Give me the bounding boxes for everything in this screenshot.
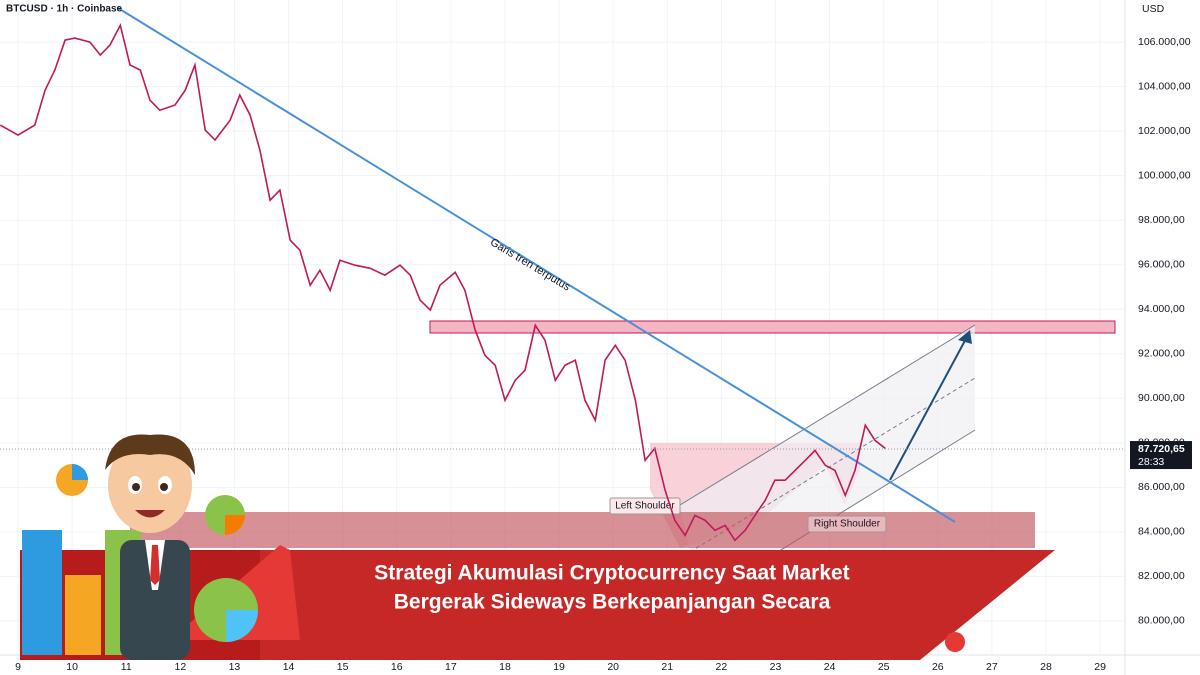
price-line [0, 22, 886, 542]
y-tick-label: 96.000,00 [1138, 258, 1185, 270]
y-tick-label: 100.000,00 [1138, 169, 1191, 181]
x-tick-label: 27 [986, 661, 998, 673]
symbol-title: BTCUSD · 1h · Coinbase [6, 4, 123, 15]
x-tick-label: 21 [661, 661, 673, 673]
illustration-pie [72, 464, 88, 480]
x-tick-label: 18 [499, 661, 511, 673]
x-tick-label: 24 [824, 661, 836, 673]
flag-icon [945, 632, 965, 652]
illustration-bar [65, 575, 101, 655]
x-tick-label: 20 [607, 661, 619, 673]
x-tick-label: 11 [121, 661, 132, 673]
x-tick-label: 25 [878, 661, 890, 673]
illustration-pie [226, 610, 258, 642]
y-tick-label: 104.000,00 [1138, 80, 1191, 92]
support-zone [130, 512, 1035, 548]
x-tick-label: 19 [553, 661, 565, 673]
y-tick-label: 92.000,00 [1138, 348, 1185, 360]
x-tick-label: 14 [283, 661, 295, 673]
banner-line: Bergerak Sideways Berkepanjangan Secara [394, 591, 831, 614]
annotation: Left Shoulder [615, 501, 675, 512]
label-box [609, 497, 681, 515]
x-tick-label: 17 [445, 661, 457, 673]
character-tie [150, 545, 160, 585]
y-tick-label: 86.000,00 [1138, 481, 1185, 493]
y-tick-label: 90.000,00 [1138, 392, 1185, 404]
arrow-head [958, 330, 972, 344]
x-tick-label: 13 [229, 661, 241, 673]
last-price-box [1130, 441, 1192, 470]
y-tick-label: 82.000,00 [1138, 570, 1185, 582]
countdown: 28:33 [1138, 456, 1164, 468]
character-mouth [135, 510, 165, 518]
illustration [22, 434, 965, 660]
illustration-bar [22, 530, 62, 655]
y-tick-label: 106.000,00 [1138, 36, 1191, 48]
x-tick-label: 28 [1040, 661, 1052, 673]
last-price-label: 87.720,65 [1138, 443, 1185, 455]
illustration-pie [225, 515, 245, 535]
character-head [108, 437, 192, 533]
y-tick-label: 84.000,00 [1138, 526, 1185, 538]
y-tick-label: 102.000,00 [1138, 125, 1191, 137]
annotation: Right Shoulder [814, 519, 881, 530]
y-tick-label: 98.000,00 [1138, 214, 1185, 226]
channel-top [679, 324, 976, 506]
y-tick-label: 94.000,00 [1138, 303, 1185, 315]
character-pupil [160, 483, 168, 491]
x-tick-label: 9 [15, 661, 21, 673]
y-tick-label: 80.000,00 [1138, 615, 1185, 627]
x-tick-label: 15 [337, 661, 349, 673]
character-suit [120, 540, 190, 660]
x-tick-label: 22 [716, 661, 728, 673]
projection-arrow [889, 334, 969, 481]
resistance-zone [429, 320, 1116, 334]
label-box [807, 515, 887, 533]
x-tick-label: 29 [1094, 661, 1106, 673]
character-pupil [132, 483, 140, 491]
x-tick-label: 26 [932, 661, 944, 673]
x-tick-label: 10 [66, 661, 78, 673]
x-tick-label: 16 [391, 661, 403, 673]
character-hair [105, 434, 195, 475]
x-tick-label: 23 [770, 661, 782, 673]
x-tick-label: 12 [174, 661, 186, 673]
trend-line [117, 7, 956, 523]
banner-line: Strategi Akumulasi Cryptocurrency Saat M… [374, 562, 849, 585]
currency: USD [1142, 3, 1165, 15]
banner-shape [260, 550, 1055, 660]
